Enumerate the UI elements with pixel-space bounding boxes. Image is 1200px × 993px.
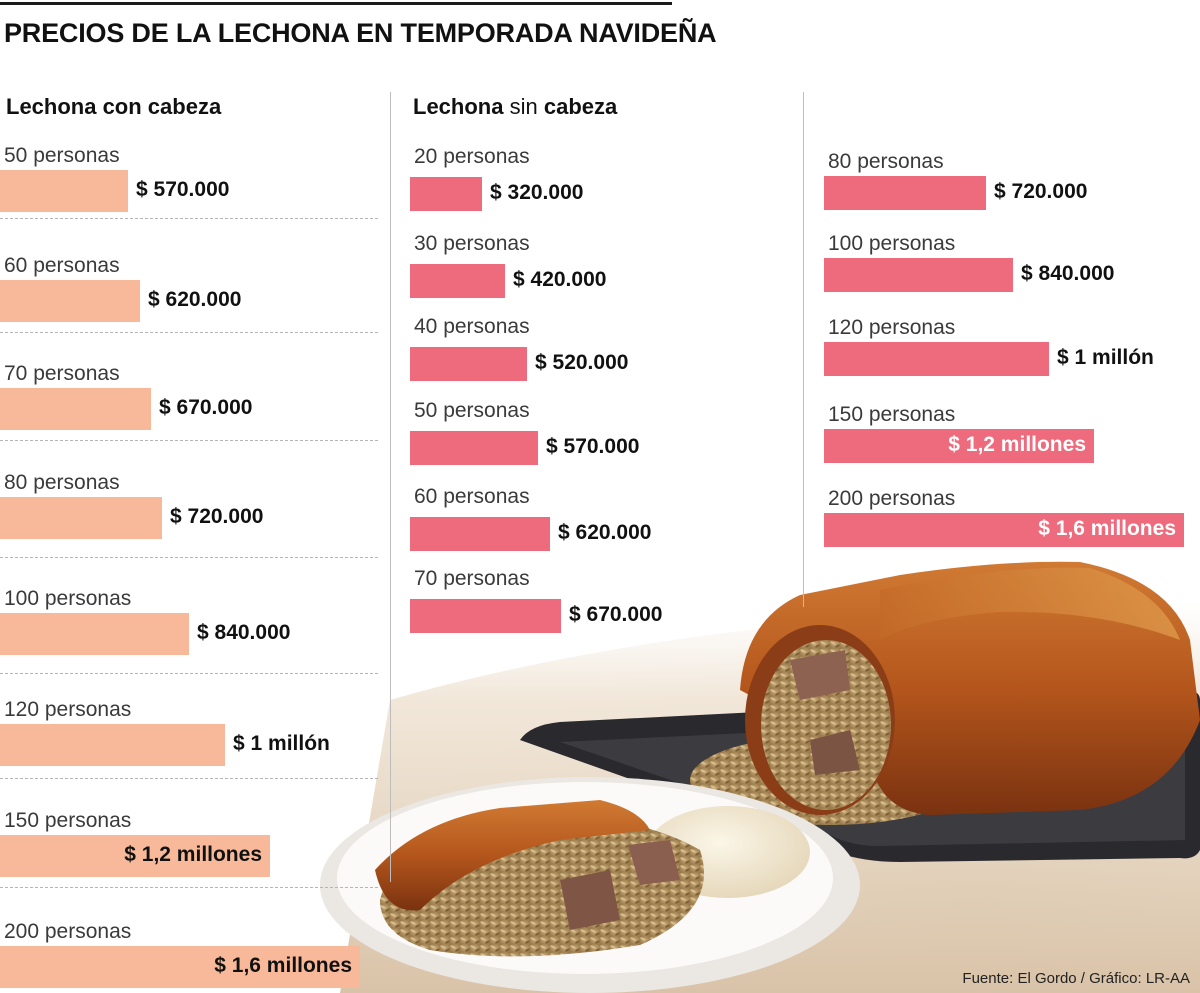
bar-row: 80 personas $ 720.000	[0, 471, 400, 558]
bar	[0, 497, 162, 539]
category-label: 80 personas	[4, 471, 120, 494]
bar-row: 100 personas $ 840.000	[824, 232, 1200, 302]
column-divider	[390, 92, 391, 882]
bar-row: 70 personas $ 670.000	[0, 362, 400, 441]
value-label: $ 840.000	[197, 621, 291, 644]
category-label: 50 personas	[414, 399, 530, 422]
category-label: 200 personas	[4, 920, 132, 943]
value-label: $ 1 millón	[233, 732, 330, 755]
source-note: Fuente: El Gordo / Gráfico: LR-AA	[962, 970, 1190, 987]
title-bold: Lechona con cabeza	[6, 94, 222, 119]
row-separator	[0, 887, 378, 888]
column-divider	[803, 92, 804, 607]
category-label: 60 personas	[4, 254, 120, 277]
category-label: 120 personas	[4, 698, 132, 721]
bar-row: 100 personas $ 840.000	[0, 587, 400, 674]
bar	[410, 517, 550, 551]
title-bold: cabeza	[543, 94, 618, 119]
bar-row: 70 personas $ 670.000	[410, 567, 810, 637]
title-light: sin	[509, 94, 538, 119]
bar	[824, 342, 1049, 376]
bar-row: 80 personas $ 720.000	[824, 150, 1200, 220]
value-label: $ 720.000	[170, 505, 264, 528]
value-label: $ 320.000	[490, 181, 584, 204]
category-label: 20 personas	[414, 145, 530, 168]
bar-row: 60 personas $ 620.000	[0, 254, 400, 333]
value-label: $ 570.000	[546, 435, 640, 458]
bar	[0, 724, 225, 766]
category-label: 150 personas	[828, 403, 956, 426]
bar	[410, 431, 538, 465]
bar	[410, 347, 527, 381]
chart-title-con-cabeza: Lechona con cabeza	[6, 94, 221, 120]
row-separator	[0, 440, 378, 441]
bar-row: 150 personas $ 1,2 millones	[824, 403, 1200, 473]
value-label: $ 1,2 millones	[124, 843, 262, 866]
bar	[824, 513, 1184, 547]
title-bold: Lechona	[413, 94, 504, 119]
category-label: 60 personas	[414, 485, 530, 508]
chart-title: PRECIOS DE LA LECHONA EN TEMPORADA NAVID…	[4, 18, 717, 48]
category-label: 70 personas	[4, 362, 120, 385]
bar	[0, 946, 360, 988]
category-label: 200 personas	[828, 487, 956, 510]
value-label: $ 1,6 millones	[214, 954, 352, 977]
bar	[0, 835, 270, 877]
value-label: $ 570.000	[136, 178, 230, 201]
bar-row: 200 personas $ 1,6 millones	[824, 487, 1200, 557]
bar-row: 40 personas $ 520.000	[410, 315, 810, 385]
category-label: 80 personas	[828, 150, 944, 173]
bar-row: 150 personas $ 1,2 millones	[0, 809, 400, 888]
bar-row: 60 personas $ 620.000	[410, 485, 810, 555]
row-separator	[0, 557, 378, 558]
value-label: $ 840.000	[1021, 262, 1115, 285]
category-label: 70 personas	[414, 567, 530, 590]
bar	[0, 388, 151, 430]
bar	[824, 429, 1094, 463]
bar-row: 50 personas $ 570.000	[0, 144, 400, 219]
row-separator	[0, 332, 378, 333]
row-separator	[0, 673, 378, 674]
value-label: $ 720.000	[994, 180, 1088, 203]
category-label: 150 personas	[4, 809, 132, 832]
value-label: $ 1,2 millones	[948, 433, 1086, 456]
bar	[824, 258, 1013, 292]
bar	[824, 176, 986, 210]
category-label: 50 personas	[4, 144, 120, 167]
bar	[0, 170, 128, 212]
bar	[410, 264, 505, 298]
value-label: $ 670.000	[159, 396, 253, 419]
value-label: $ 670.000	[569, 603, 663, 626]
category-label: 120 personas	[828, 316, 956, 339]
value-label: $ 520.000	[535, 351, 629, 374]
title-rule	[0, 2, 672, 5]
category-label: 40 personas	[414, 315, 530, 338]
value-label: $ 1 millón	[1057, 346, 1154, 369]
bar	[410, 599, 561, 633]
chart-title-sin-cabeza: Lechona sin cabeza	[413, 94, 617, 120]
bar-row: 30 personas $ 420.000	[410, 232, 810, 302]
bar	[0, 280, 140, 322]
category-label: 100 personas	[828, 232, 956, 255]
bar	[410, 177, 482, 211]
bar-row: 20 personas $ 320.000	[410, 145, 810, 215]
bar-row: 50 personas $ 570.000	[410, 399, 810, 469]
value-label: $ 620.000	[558, 521, 652, 544]
row-separator	[0, 778, 378, 779]
value-label: $ 420.000	[513, 268, 607, 291]
bar-row: 200 personas $ 1,6 millones	[0, 920, 400, 990]
bar-row: 120 personas $ 1 millón	[0, 698, 400, 779]
category-label: 30 personas	[414, 232, 530, 255]
bar-row: 120 personas $ 1 millón	[824, 316, 1200, 386]
category-label: 100 personas	[4, 587, 132, 610]
bar	[0, 613, 189, 655]
value-label: $ 1,6 millones	[1038, 517, 1176, 540]
row-separator	[0, 218, 378, 219]
value-label: $ 620.000	[148, 288, 242, 311]
